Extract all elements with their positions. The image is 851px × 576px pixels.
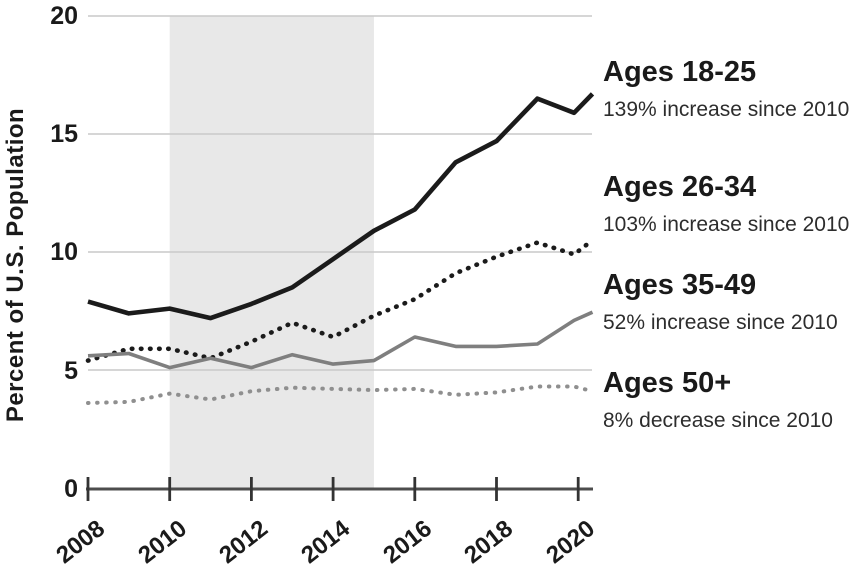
y-tick-label-5: 5 [64, 357, 78, 385]
y-tick-label-10: 10 [50, 238, 78, 266]
legend-entry-ages-26-34: Ages 26-34 103% increase since 2010 [603, 171, 849, 237]
line-ages-18-25 [87, 92, 595, 321]
y-tick-label-15: 15 [50, 120, 78, 148]
legend-title-ages-18-25: Ages 18-25 [603, 56, 757, 88]
legend-entry-ages-18-25: Ages 18-25 139% increase since 2010 [603, 56, 849, 122]
line-ages-26-34 [85, 237, 595, 363]
legend-annotation-ages-35-49: 52% increase since 2010 [603, 311, 838, 334]
legend-title-ages-50-plus: Ages 50+ [603, 367, 732, 399]
legend-title-ages-26-34: Ages 26-34 [603, 171, 757, 203]
legend-annotation-ages-26-34: 103% increase since 2010 [603, 213, 850, 236]
legend-entry-ages-35-49: Ages 35-49 52% increase since 2010 [603, 269, 849, 335]
legend-entry-ages-50-plus: Ages 50+ 8% decrease since 2010 [603, 367, 849, 433]
legend-annotation-ages-18-25: 139% increase since 2010 [603, 98, 850, 121]
legend-title-ages-35-49: Ages 35-49 [603, 269, 757, 301]
y-tick-label-20: 20 [50, 2, 78, 30]
y-tick-label-0: 0 [64, 475, 78, 503]
line-ages-35-49 [87, 310, 594, 370]
line-ages-50-plus [86, 384, 595, 405]
legend-annotation-ages-50-plus: 8% decrease since 2010 [603, 409, 833, 432]
